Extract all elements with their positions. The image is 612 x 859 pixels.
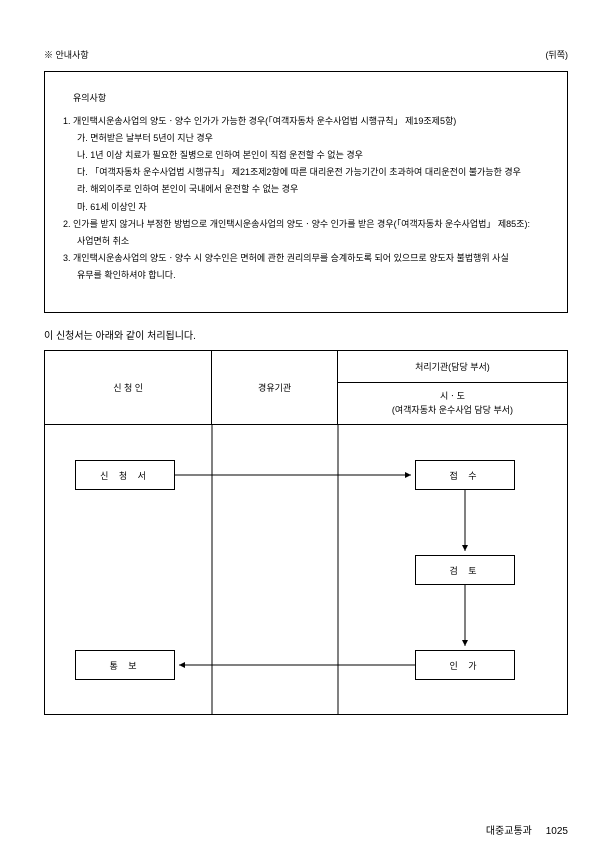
node-notify: 통 보 — [75, 650, 175, 680]
proc-sub1: 시ㆍ도 — [338, 390, 567, 404]
flow-table: 신 청 인 경유기관 처리기관(담당 부서) 시ㆍ도 (여객자동차 운수사업 담… — [44, 350, 568, 715]
footer: 대중교통과 1025 — [486, 822, 568, 837]
proc-sub2: (여객자동차 운수사업 담당 부서) — [338, 404, 567, 418]
notice-title: 유의사항 — [59, 90, 553, 107]
footer-page: 1025 — [546, 826, 568, 837]
notice-item-1: 1. 개인택시운송사업의 양도ㆍ양수 인가가 가능한 경우(「여객자동차 운수사… — [59, 113, 553, 130]
col-proc: 처리기관(담당 부서) — [337, 351, 567, 383]
header-left: ※ 안내사항 — [44, 48, 89, 61]
notice-item-3-cont: 유무를 확인하셔야 합니다. — [59, 267, 553, 284]
header-row: ※ 안내사항 (뒤쪽) — [44, 48, 568, 61]
notice-item-2-cont: 사업면허 취소 — [59, 233, 553, 250]
flow-caption: 이 신청서는 아래와 같이 처리됩니다. — [44, 327, 568, 342]
notice-item-3: 3. 개인택시운송사업의 양도ㆍ양수 시 양수인은 면허에 관한 권리의무를 승… — [59, 250, 553, 267]
notice-sub-e: 마. 61세 이상인 자 — [59, 199, 553, 216]
flow-body-row: 신 청 서 접 수 검 토 인 가 통 보 — [45, 425, 568, 715]
flow-body: 신 청 서 접 수 검 토 인 가 통 보 — [45, 425, 568, 715]
notice-sub-a: 가. 면허받은 날부터 5년이 지난 경우 — [59, 130, 553, 147]
col-proc-sub: 시ㆍ도 (여객자동차 운수사업 담당 부서) — [337, 383, 567, 425]
footer-dept: 대중교통과 — [486, 826, 532, 837]
notice-sub-c: 다. 「여객자동차 운수사업법 시행규칙」 제21조제2항에 따른 대리운전 가… — [59, 164, 553, 181]
header-right: (뒤쪽) — [545, 48, 568, 61]
flow-header-row: 신 청 인 경유기관 처리기관(담당 부서) — [45, 351, 568, 383]
node-review: 검 토 — [415, 555, 515, 585]
col-applicant: 신 청 인 — [45, 351, 212, 425]
node-apply: 신 청 서 — [75, 460, 175, 490]
notice-item-2: 2. 인가를 받지 않거나 부정한 방법으로 개인택시운송사업의 양도ㆍ양수 인… — [59, 216, 553, 233]
node-approve: 인 가 — [415, 650, 515, 680]
notice-box: 유의사항 1. 개인택시운송사업의 양도ㆍ양수 인가가 가능한 경우(「여객자동… — [44, 71, 568, 313]
notice-sub-b: 나. 1년 이상 치료가 필요한 질병으로 인하여 본인이 직접 운전할 수 없… — [59, 147, 553, 164]
notice-sub-d: 라. 해외이주로 인하여 본인이 국내에서 운전할 수 없는 경우 — [59, 181, 553, 198]
col-via: 경유기관 — [212, 351, 338, 425]
node-receive: 접 수 — [415, 460, 515, 490]
